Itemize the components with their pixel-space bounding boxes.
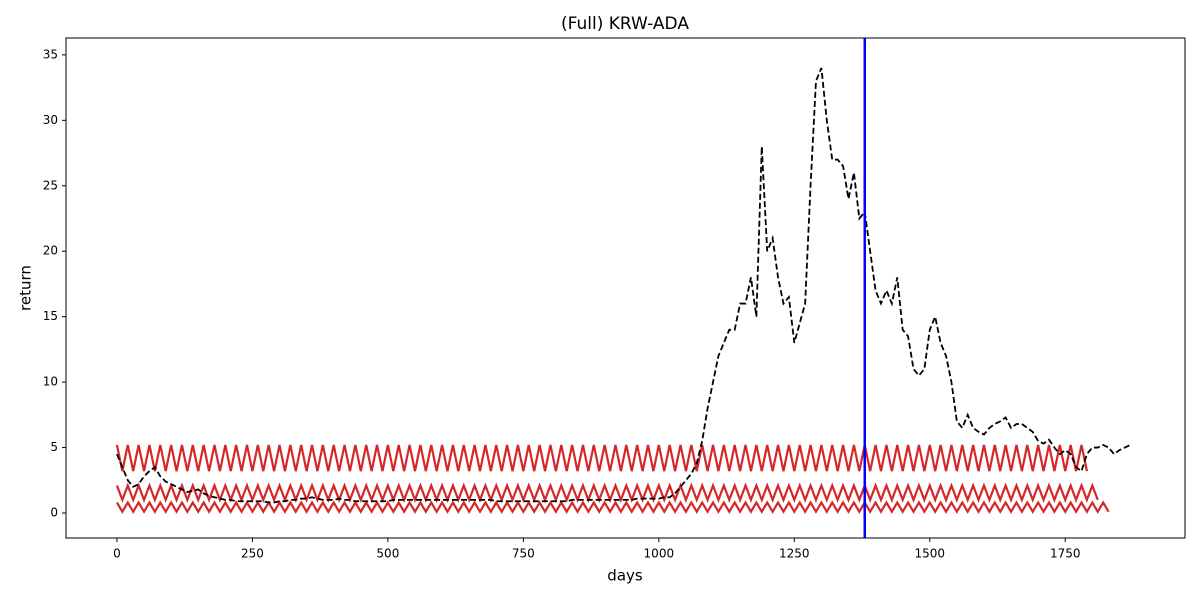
y-tick-label: 0 — [50, 506, 58, 520]
y-tick-label: 25 — [43, 178, 58, 192]
x-tick-label: 1250 — [779, 547, 810, 561]
x-tick-label: 750 — [512, 547, 535, 561]
x-tick-label: 1000 — [644, 547, 675, 561]
plot-frame — [65, 37, 1186, 539]
series-line — [115, 444, 1088, 472]
x-tick-label: 500 — [376, 547, 399, 561]
chart-title: (Full) KRW-ADA — [561, 14, 689, 34]
y-tick-label: 10 — [43, 375, 58, 389]
y-tick-label: 5 — [50, 440, 58, 454]
y-tick-label: 30 — [43, 113, 58, 127]
series-line — [115, 500, 1110, 514]
x-tick-label: 250 — [241, 547, 264, 561]
x-tick-label: 0 — [113, 547, 121, 561]
y-tick-label: 35 — [43, 47, 58, 61]
x-axis-label: days — [607, 567, 643, 585]
x-tick-label: 1500 — [914, 547, 945, 561]
y-axis-label: return — [17, 265, 35, 311]
y-tick-label: 20 — [43, 244, 58, 258]
y-tick-label: 15 — [43, 309, 58, 323]
x-tick-label: 1750 — [1050, 547, 1081, 561]
series-line — [115, 482, 1099, 504]
series-line — [116, 67, 1131, 504]
